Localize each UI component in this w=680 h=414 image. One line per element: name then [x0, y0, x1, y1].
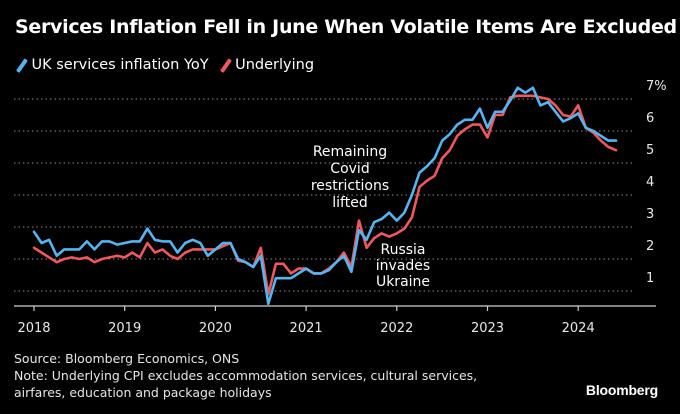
legend-item-services: UK services inflation YoY: [15, 57, 209, 73]
y-tick-label: 5: [646, 143, 654, 158]
footer: Source: Bloomberg Economics, ONS Note: U…: [14, 350, 477, 401]
x-tick-label: 2021: [290, 321, 323, 336]
legend-item-underlying: Underlying: [219, 57, 314, 73]
legend-label: Underlying: [235, 57, 315, 73]
x-axis: 2018 2019 2020 2021 2022 2023 2024: [14, 305, 656, 336]
y-tick-label: 7%: [646, 79, 667, 94]
x-tick-label: 2020: [199, 321, 232, 336]
y-axis: 1 2 3 4 5 6 7%: [646, 79, 667, 286]
source-note: Source: Bloomberg Economics, ONS: [14, 351, 240, 366]
y-tick-label: 6: [646, 111, 654, 126]
y-tick-label: 2: [646, 239, 654, 254]
chart-title: Services Inflation Fell in June When Vol…: [15, 16, 677, 38]
annotation-ukraine: invades: [376, 258, 430, 274]
y-tick-label: 4: [646, 175, 654, 190]
bloomberg-logo: Bloomberg: [585, 382, 658, 398]
series-lines: [32, 86, 618, 306]
annotation-covid: Remaining: [313, 144, 387, 160]
legend: UK services inflation YoY Underlying: [15, 57, 324, 73]
x-tick-label: 2023: [471, 321, 504, 336]
y-tick-label: 1: [646, 271, 654, 286]
legend-label: UK services inflation YoY: [31, 57, 209, 73]
methodology-note-cont: airfares, education and package holidays: [14, 385, 272, 400]
annotation-covid: lifted: [332, 195, 367, 211]
series-line-services-inflation: [32, 86, 618, 306]
annotation-covid: restrictions: [311, 178, 389, 194]
gridlines: [14, 98, 632, 292]
x-tick-label: 2024: [562, 321, 595, 336]
annotation-ukraine: Ukraine: [376, 274, 430, 290]
x-tick-label: 2022: [380, 321, 413, 336]
annotation-covid: Covid: [330, 161, 369, 177]
methodology-note: Note: Underlying CPI excludes accommodat…: [14, 368, 478, 383]
x-tick-label: 2018: [17, 321, 50, 336]
y-tick-label: 3: [646, 207, 654, 222]
annotation-ukraine: Russia: [380, 242, 425, 258]
x-tick-label: 2019: [108, 321, 141, 336]
